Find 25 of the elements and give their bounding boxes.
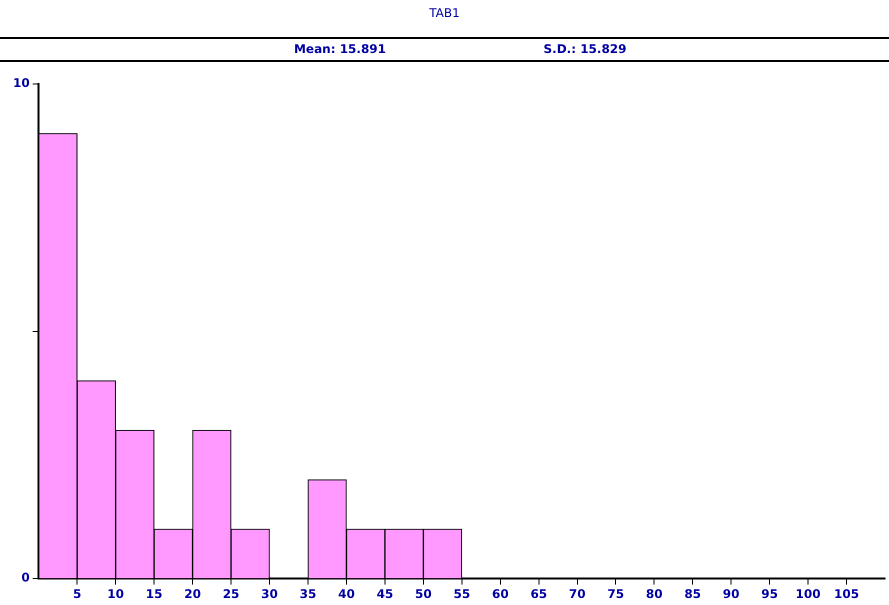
- x-tick-label: 50: [415, 586, 432, 601]
- x-tick-label: 35: [300, 586, 316, 601]
- text: Mean: 15.891: [294, 42, 386, 56]
- x-tick-label: 75: [607, 586, 624, 601]
- x-tick-label: 45: [376, 586, 394, 601]
- x-tick-label: 60: [492, 586, 509, 601]
- x-tick-label: 80: [646, 586, 663, 601]
- x-tick-label: 95: [761, 586, 778, 601]
- text: S.D.: 15.829: [543, 42, 627, 56]
- x-tick-label: 20: [184, 586, 201, 601]
- x-tick-label: 55: [454, 586, 470, 601]
- x-tick-label: 105: [834, 586, 860, 601]
- chart-title: TAB1: [428, 6, 461, 20]
- x-tick-label: 85: [684, 586, 702, 601]
- x-tick-label: 30: [261, 586, 278, 601]
- x-tick-label: 15: [146, 586, 162, 601]
- x-tick-label: 5: [72, 586, 82, 601]
- x-tick-label: 70: [568, 586, 586, 601]
- x-tick-label: 100: [796, 586, 821, 601]
- x-tick-label: 10: [107, 586, 124, 601]
- x-tick-label: 40: [338, 586, 355, 601]
- x-tick-label: 90: [722, 586, 740, 601]
- y-tick-label: 0: [21, 570, 30, 585]
- x-tick-label: 65: [530, 586, 548, 601]
- x-tick-label: 25: [222, 586, 240, 601]
